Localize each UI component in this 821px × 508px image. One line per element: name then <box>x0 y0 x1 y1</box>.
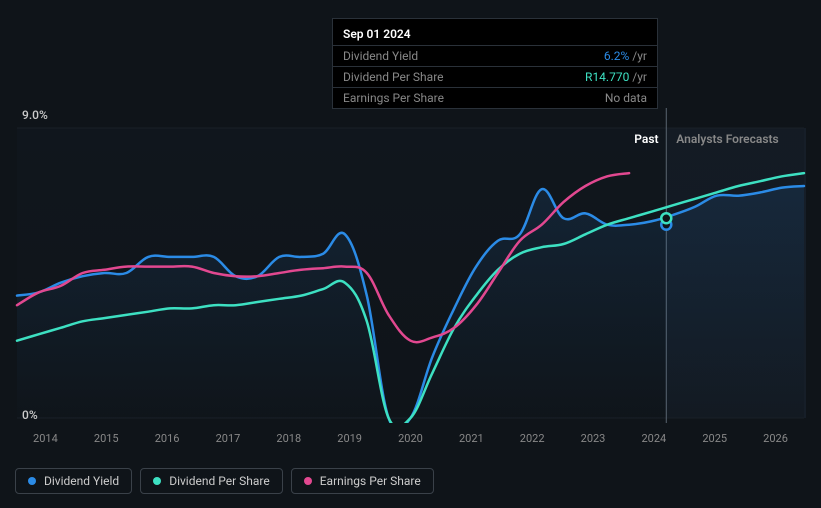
x-tick-label: 2016 <box>137 432 198 445</box>
x-tick-label: 2025 <box>684 432 745 445</box>
legend-label: Dividend Per Share <box>169 474 270 488</box>
tooltip-row: Earnings Per Share No data <box>333 87 657 108</box>
x-tick-label: 2017 <box>198 432 259 445</box>
x-tick-label: 2021 <box>441 432 502 445</box>
tooltip-row: Dividend Per Share R14.770 /yr <box>333 66 657 87</box>
legend-item[interactable]: Dividend Yield <box>15 468 132 494</box>
tooltip-row-value: R14.770 /yr <box>585 70 647 84</box>
legend-dot-icon <box>304 477 312 485</box>
legend-dot-icon <box>153 477 161 485</box>
tooltip-date: Sep 01 2024 <box>333 19 657 45</box>
x-tick-label: 2023 <box>563 432 624 445</box>
chart-area[interactable] <box>15 108 806 423</box>
y-axis-min-label: 0% <box>22 408 38 422</box>
legend-label: Earnings Per Share <box>320 474 421 488</box>
line-chart-svg <box>15 108 806 423</box>
x-tick-label: 2022 <box>502 432 563 445</box>
x-tick-label: 2019 <box>319 432 380 445</box>
x-axis-labels: 2014201520162017201820192020202120222023… <box>15 432 806 445</box>
legend-item[interactable]: Earnings Per Share <box>291 468 434 494</box>
x-tick-label: 2014 <box>15 432 76 445</box>
x-tick-label: 2026 <box>745 432 806 445</box>
tooltip-row-label: Dividend Per Share <box>343 70 444 84</box>
legend-item[interactable]: Dividend Per Share <box>140 468 283 494</box>
tooltip-row-label: Dividend Yield <box>343 49 418 63</box>
tooltip-row: Dividend Yield 6.2% /yr <box>333 45 657 66</box>
tooltip-row-value: 6.2% /yr <box>604 49 647 63</box>
forecast-label: Analysts Forecasts <box>676 132 778 146</box>
x-tick-label: 2020 <box>380 432 441 445</box>
tooltip: Sep 01 2024 Dividend Yield6.2% /yrDivide… <box>332 18 658 109</box>
x-tick-label: 2018 <box>258 432 319 445</box>
x-tick-label: 2024 <box>623 432 684 445</box>
past-label: Past <box>634 132 658 146</box>
legend-label: Dividend Yield <box>44 474 119 488</box>
legend-container: Dividend Yield Dividend Per Share Earnings… <box>15 468 434 494</box>
legend-dot-icon <box>28 477 36 485</box>
tooltip-row-value: No data <box>605 91 647 105</box>
tooltip-row-label: Earnings Per Share <box>343 91 444 105</box>
x-tick-label: 2015 <box>76 432 137 445</box>
